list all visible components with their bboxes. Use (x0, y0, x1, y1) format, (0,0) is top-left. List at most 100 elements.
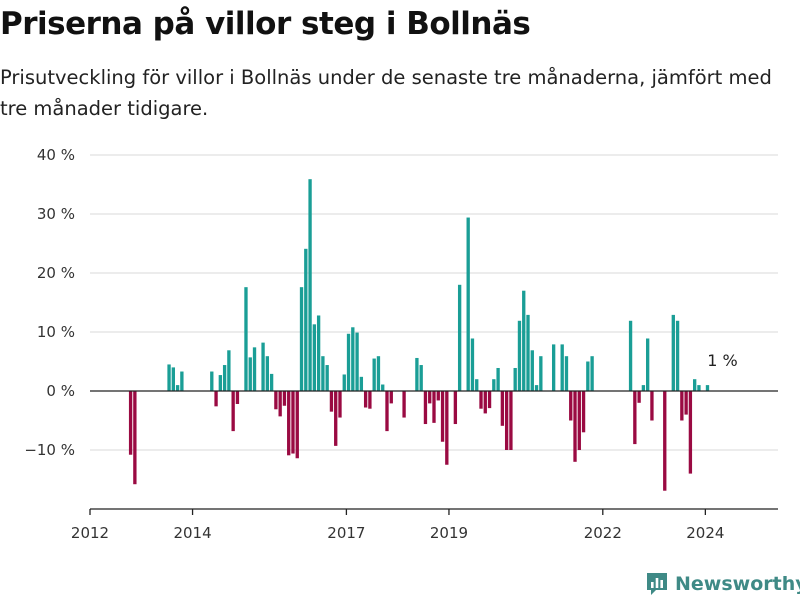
y-tick-label: −10 % (24, 441, 75, 459)
bar (244, 287, 248, 391)
bar (513, 367, 517, 391)
axes (90, 390, 778, 510)
bar (705, 385, 710, 391)
bar (402, 391, 406, 418)
bar (419, 365, 423, 391)
bar (218, 375, 223, 391)
bar (688, 391, 693, 474)
y-tick-label: 20 % (37, 264, 75, 282)
bar (445, 391, 449, 465)
bars (128, 179, 710, 491)
bar (227, 350, 231, 391)
bar (436, 391, 440, 401)
x-tick-label: 2017 (327, 524, 365, 542)
bar (560, 344, 564, 391)
bar (457, 284, 462, 391)
bar (483, 391, 487, 414)
brand: Newsworthy (645, 569, 800, 599)
bar (633, 391, 637, 445)
bar (509, 391, 513, 450)
bar (338, 391, 342, 418)
bar (487, 391, 492, 409)
bar (274, 391, 278, 410)
bar (650, 391, 654, 421)
bar (321, 356, 325, 391)
bar (492, 379, 496, 391)
bar (304, 248, 308, 391)
bar (440, 391, 445, 442)
bar (372, 358, 376, 391)
bar (342, 374, 346, 391)
bar (428, 391, 432, 404)
bar (530, 350, 534, 391)
bar (282, 391, 287, 406)
bar (628, 320, 633, 391)
y-tick-label: 40 % (37, 146, 75, 164)
bar (175, 385, 180, 391)
bar (334, 391, 338, 446)
bar (581, 391, 586, 433)
chart-subtitle: Prisutveckling för villor i Bollnäs unde… (0, 66, 772, 120)
bar (470, 338, 475, 391)
bar (641, 385, 646, 391)
bar (287, 391, 291, 456)
x-tick-label: 2012 (71, 524, 109, 542)
bar (167, 364, 171, 391)
bar (385, 391, 389, 432)
newsworthy-logo-icon (647, 573, 667, 595)
bar (526, 314, 530, 391)
bar (235, 391, 240, 404)
bar (432, 391, 436, 423)
x-axis-ticks: 2012 2014 2017 2019 2022 2024 (71, 509, 724, 542)
bar (564, 356, 569, 391)
bar (316, 315, 321, 391)
bar (586, 361, 590, 391)
bar (368, 391, 372, 409)
bar (637, 391, 641, 403)
bar (423, 391, 428, 425)
bar (663, 391, 667, 491)
x-tick-label: 2019 (430, 524, 468, 542)
bar (325, 365, 329, 391)
bar (534, 385, 539, 391)
bar (517, 320, 522, 391)
bar (376, 356, 381, 391)
bar (496, 367, 500, 391)
annotations: 1 % (707, 351, 737, 370)
bar (214, 391, 218, 407)
chart-title: Priserna på villor steg i Bollnäs (0, 6, 531, 42)
bar (680, 391, 684, 421)
bar (363, 391, 368, 408)
bar (693, 379, 697, 391)
bar (475, 379, 479, 391)
bar (346, 333, 351, 391)
bar (299, 287, 304, 391)
bar (522, 290, 526, 391)
bar (500, 391, 505, 426)
x-tick-label: 2022 (584, 524, 622, 542)
bar (415, 357, 419, 391)
bar (569, 391, 573, 421)
bar (479, 391, 483, 409)
bar (261, 342, 265, 391)
bar (577, 391, 581, 450)
bar (128, 391, 133, 455)
bar (355, 332, 359, 391)
bar (295, 391, 299, 459)
bar (504, 391, 509, 450)
bar (312, 324, 317, 391)
bar (180, 371, 184, 391)
bar (381, 384, 385, 391)
value-annotation: 1 % (707, 351, 737, 370)
x-tick-label: 2014 (173, 524, 211, 542)
bar (248, 357, 252, 391)
bar (671, 314, 675, 391)
y-tick-label: 0 % (46, 382, 75, 400)
y-tick-label: 30 % (37, 205, 75, 223)
bar (684, 391, 688, 415)
bar (389, 391, 393, 404)
bar (278, 391, 282, 417)
bar (675, 320, 680, 391)
bar (359, 376, 364, 391)
